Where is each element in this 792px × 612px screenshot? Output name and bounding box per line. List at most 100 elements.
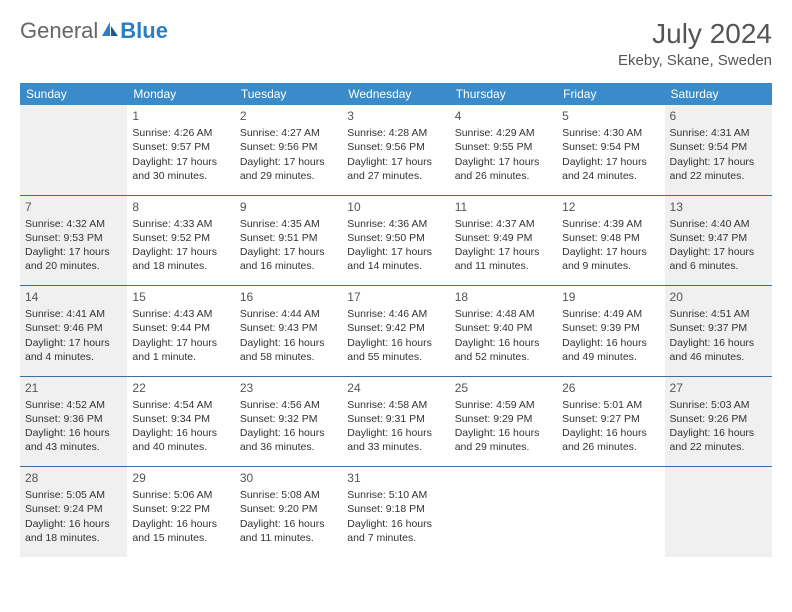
day-header-monday: Monday — [127, 83, 234, 105]
daylight-text: Daylight: 16 hours and 36 minutes. — [240, 426, 337, 454]
logo-text-general: General — [20, 18, 98, 44]
day-cell: 27Sunrise: 5:03 AMSunset: 9:26 PMDayligh… — [665, 377, 772, 467]
day-cell — [20, 105, 127, 195]
day-number: 10 — [347, 199, 444, 215]
sunrise-text: Sunrise: 4:54 AM — [132, 398, 229, 412]
sunrise-text: Sunrise: 4:29 AM — [455, 126, 552, 140]
day-number: 14 — [25, 289, 122, 305]
day-cell: 2Sunrise: 4:27 AMSunset: 9:56 PMDaylight… — [235, 105, 342, 195]
daylight-text: Daylight: 16 hours and 33 minutes. — [347, 426, 444, 454]
daylight-text: Daylight: 16 hours and 58 minutes. — [240, 336, 337, 364]
day-header-row: SundayMondayTuesdayWednesdayThursdayFrid… — [20, 83, 772, 105]
sunset-text: Sunset: 9:44 PM — [132, 321, 229, 335]
day-cell — [450, 467, 557, 557]
day-cell: 30Sunrise: 5:08 AMSunset: 9:20 PMDayligh… — [235, 467, 342, 557]
sunrise-text: Sunrise: 4:32 AM — [25, 217, 122, 231]
sunset-text: Sunset: 9:53 PM — [25, 231, 122, 245]
day-number: 16 — [240, 289, 337, 305]
day-header-saturday: Saturday — [665, 83, 772, 105]
day-cell — [557, 467, 664, 557]
day-number: 1 — [132, 108, 229, 124]
day-cell: 26 Sunrise: 5:01 AMSunset: 9:27 PMDayligh… — [557, 377, 664, 467]
daylight-text: Daylight: 17 hours and 14 minutes. — [347, 245, 444, 273]
sunset-text: Sunset: 9:56 PM — [347, 140, 444, 154]
sunset-text: Sunset: 9:34 PM — [132, 412, 229, 426]
day-cell: 7 Sunrise: 4:32 AMSunset: 9:53 PMDaylight… — [20, 196, 127, 286]
daylight-text: Daylight: 16 hours and 15 minutes. — [132, 517, 229, 545]
day-number: 6 — [670, 108, 767, 124]
sail-icon — [100, 18, 120, 44]
daylight-text: Daylight: 16 hours and 26 minutes. — [562, 426, 659, 454]
sunset-text: Sunset: 9:55 PM — [455, 140, 552, 154]
sunset-text: Sunset: 9:24 PM — [25, 502, 122, 516]
title-block: July 2024 Ekeby, Skane, Sweden — [618, 18, 772, 69]
daylight-text: Daylight: 16 hours and 43 minutes. — [25, 426, 122, 454]
day-cell: 19Sunrise: 4:49 AMSunset: 9:39 PMDayligh… — [557, 286, 664, 376]
day-number: 26 — [562, 380, 659, 396]
sunset-text: Sunset: 9:42 PM — [347, 321, 444, 335]
day-cell: 11Sunrise: 4:37 AMSunset: 9:49 PMDayligh… — [450, 196, 557, 286]
daylight-text: Daylight: 16 hours and 40 minutes. — [132, 426, 229, 454]
sunset-text: Sunset: 9:20 PM — [240, 502, 337, 516]
page-title: July 2024 — [618, 18, 772, 50]
day-cell: 24Sunrise: 4:58 AMSunset: 9:31 PMDayligh… — [342, 377, 449, 467]
daylight-text: Daylight: 17 hours and 20 minutes. — [25, 245, 122, 273]
sunset-text: Sunset: 9:18 PM — [347, 502, 444, 516]
day-cell: 31Sunrise: 5:10 AMSunset: 9:18 PMDayligh… — [342, 467, 449, 557]
day-cell: 1Sunrise: 4:26 AMSunset: 9:57 PMDaylight… — [127, 105, 234, 195]
sunset-text: Sunset: 9:43 PM — [240, 321, 337, 335]
daylight-text: Daylight: 16 hours and 29 minutes. — [455, 426, 552, 454]
day-number: 30 — [240, 470, 337, 486]
sunrise-text: Sunrise: 5:06 AM — [132, 488, 229, 502]
sunrise-text: Sunrise: 4:46 AM — [347, 307, 444, 321]
sunset-text: Sunset: 9:48 PM — [562, 231, 659, 245]
sunset-text: Sunset: 9:50 PM — [347, 231, 444, 245]
week-row: 7Sunrise: 4:32 AMSunset: 9:53 PMDaylight… — [20, 196, 772, 286]
sunset-text: Sunset: 9:26 PM — [670, 412, 767, 426]
sunrise-text: Sunrise: 4:41 AM — [25, 307, 122, 321]
sunrise-text: Sunrise: 4:49 AM — [562, 307, 659, 321]
day-cell: 22Sunrise: 4:54 AMSunset: 9:34 PMDayligh… — [127, 377, 234, 467]
daylight-text: Daylight: 16 hours and 7 minutes. — [347, 517, 444, 545]
sunrise-text: Sunrise: 4:30 AM — [562, 126, 659, 140]
location-label: Ekeby, Skane, Sweden — [618, 52, 772, 69]
daylight-text: Daylight: 17 hours and 30 minutes. — [132, 155, 229, 183]
daylight-text: Daylight: 17 hours and 6 minutes. — [670, 245, 767, 273]
day-header-wednesday: Wednesday — [342, 83, 449, 105]
day-cell: 6Sunrise: 4:31 AMSunset: 9:54 PMDaylight… — [665, 105, 772, 195]
daylight-text: Daylight: 17 hours and 9 minutes. — [562, 245, 659, 273]
daylight-text: Daylight: 16 hours and 18 minutes. — [25, 517, 122, 545]
logo: General Blue — [20, 18, 168, 44]
day-number: 4 — [455, 108, 552, 124]
sunset-text: Sunset: 9:27 PM — [562, 412, 659, 426]
daylight-text: Daylight: 17 hours and 24 minutes. — [562, 155, 659, 183]
daylight-text: Daylight: 16 hours and 46 minutes. — [670, 336, 767, 364]
logo-text-blue: Blue — [120, 18, 168, 44]
calendar-table: SundayMondayTuesdayWednesdayThursdayFrid… — [20, 83, 772, 557]
day-number: 7 — [25, 199, 122, 215]
day-cell: 21Sunrise: 4:52 AMSunset: 9:36 PMDayligh… — [20, 377, 127, 467]
day-number: 12 — [562, 199, 659, 215]
day-number: 15 — [132, 289, 229, 305]
day-header-friday: Friday — [557, 83, 664, 105]
sunrise-text: Sunrise: 4:44 AM — [240, 307, 337, 321]
day-number: 3 — [347, 108, 444, 124]
day-cell — [665, 467, 772, 557]
sunrise-text: Sunrise: 4:37 AM — [455, 217, 552, 231]
daylight-text: Daylight: 17 hours and 18 minutes. — [132, 245, 229, 273]
daylight-text: Daylight: 16 hours and 22 minutes. — [670, 426, 767, 454]
daylight-text: Daylight: 17 hours and 1 minute. — [132, 336, 229, 364]
daylight-text: Daylight: 17 hours and 11 minutes. — [455, 245, 552, 273]
day-number: 31 — [347, 470, 444, 486]
sunrise-text: Sunrise: 4:59 AM — [455, 398, 552, 412]
day-number: 8 — [132, 199, 229, 215]
sunset-text: Sunset: 9:49 PM — [455, 231, 552, 245]
sunset-text: Sunset: 9:39 PM — [562, 321, 659, 335]
sunrise-text: Sunrise: 5:01 AM — [562, 398, 659, 412]
sunset-text: Sunset: 9:40 PM — [455, 321, 552, 335]
week-row: 14Sunrise: 4:41 AMSunset: 9:46 PMDayligh… — [20, 286, 772, 376]
day-number: 21 — [25, 380, 122, 396]
sunrise-text: Sunrise: 4:52 AM — [25, 398, 122, 412]
daylight-text: Daylight: 17 hours and 29 minutes. — [240, 155, 337, 183]
day-number: 25 — [455, 380, 552, 396]
